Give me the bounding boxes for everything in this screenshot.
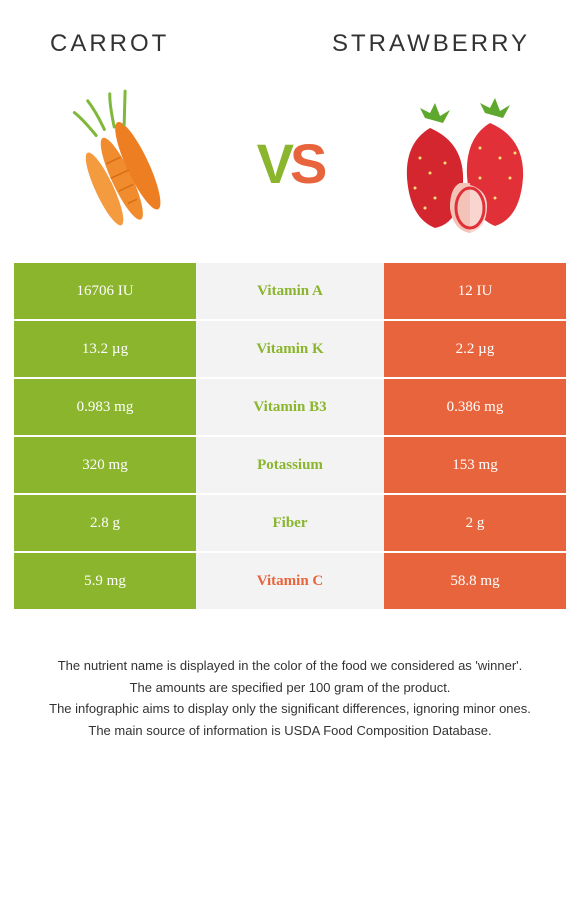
images-row: VS	[0, 73, 580, 263]
header-right: Strawberry	[332, 30, 530, 58]
carrot-image	[30, 83, 210, 243]
table-row: 320 mgPotassium153 mg	[14, 437, 566, 495]
row-left-value: 5.9 mg	[14, 553, 196, 609]
row-left-value: 0.983 mg	[14, 379, 196, 435]
row-left-value: 320 mg	[14, 437, 196, 493]
row-right-value: 2 g	[384, 495, 566, 551]
table-row: 16706 IUVitamin A12 IU	[14, 263, 566, 321]
row-nutrient-name: Vitamin K	[196, 321, 384, 377]
vs-v: V	[257, 132, 290, 195]
row-right-value: 12 IU	[384, 263, 566, 319]
footnote-line: The amounts are specified per 100 gram o…	[20, 678, 560, 698]
row-left-value: 16706 IU	[14, 263, 196, 319]
row-right-value: 58.8 mg	[384, 553, 566, 609]
nutrient-table: 16706 IUVitamin A12 IU13.2 µgVitamin K2.…	[0, 263, 580, 611]
header: Carrot Strawberry	[0, 0, 580, 73]
row-left-value: 13.2 µg	[14, 321, 196, 377]
row-nutrient-name: Fiber	[196, 495, 384, 551]
vs-s: S	[290, 132, 323, 195]
row-nutrient-name: Vitamin A	[196, 263, 384, 319]
row-nutrient-name: Vitamin B3	[196, 379, 384, 435]
vs-label: VS	[257, 131, 324, 196]
table-row: 13.2 µgVitamin K2.2 µg	[14, 321, 566, 379]
footnotes: The nutrient name is displayed in the co…	[0, 611, 580, 740]
row-nutrient-name: Vitamin C	[196, 553, 384, 609]
footnote-line: The main source of information is USDA F…	[20, 721, 560, 741]
header-left: Carrot	[50, 30, 169, 58]
footnote-line: The infographic aims to display only the…	[20, 699, 560, 719]
row-nutrient-name: Potassium	[196, 437, 384, 493]
footnote-line: The nutrient name is displayed in the co…	[20, 656, 560, 676]
row-left-value: 2.8 g	[14, 495, 196, 551]
table-row: 0.983 mgVitamin B30.386 mg	[14, 379, 566, 437]
table-row: 2.8 gFiber2 g	[14, 495, 566, 553]
row-right-value: 2.2 µg	[384, 321, 566, 377]
row-right-value: 0.386 mg	[384, 379, 566, 435]
table-row: 5.9 mgVitamin C58.8 mg	[14, 553, 566, 611]
strawberry-image	[370, 83, 550, 243]
row-right-value: 153 mg	[384, 437, 566, 493]
